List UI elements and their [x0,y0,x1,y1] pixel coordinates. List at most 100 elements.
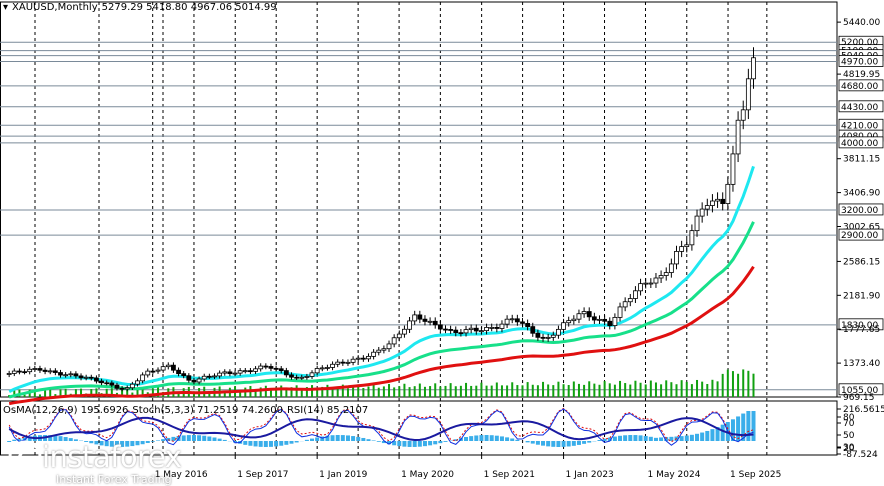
osma-bar [284,441,288,445]
volume-bar [645,384,647,397]
price-tick-label: 1777.65 [843,325,880,335]
candle-body [315,368,319,372]
osma-bar [546,441,550,446]
candle-body [372,352,376,356]
candle-body [700,209,704,216]
volume-bar [752,374,754,397]
osma-bar [562,441,566,447]
candle-body [464,330,468,333]
volume-bar [593,384,595,397]
osma-bar [680,436,684,441]
candle-body [418,315,422,319]
osma-bar [500,436,504,441]
candle-body [141,375,145,381]
osma-bar [218,439,222,441]
time-axis-label: 1 Jan 2019 [319,470,367,480]
volume-bar [414,386,416,397]
indicator-axis-label: -87.524 [843,450,878,460]
osma-bar [413,441,417,447]
candle-body [7,373,11,374]
osma-bar [264,441,268,447]
osma-bar [187,435,191,441]
osma-bar [495,436,499,441]
osma-bar [751,411,755,441]
candle-body [392,338,396,344]
candle-body [669,264,673,273]
osma-bar [269,441,273,447]
time-axis-label: 1 Sep 2021 [484,470,535,480]
candle-body [238,371,242,373]
candle-body [23,372,27,373]
osma-bar [531,441,535,444]
volume-bar [39,394,41,397]
candle-body [135,381,139,384]
volume-bar [614,385,616,397]
volume-bar [563,384,565,397]
candle-body [161,367,165,370]
volume-bar [717,381,719,397]
time-axis-label: 1 Jan 2023 [566,470,614,480]
candle-body [33,369,37,370]
volume-bar [696,380,698,397]
candle-body [659,276,663,278]
candle-body [546,337,550,338]
candle-body [454,330,458,333]
osma-bar [705,431,709,441]
candle-body [336,362,340,364]
candle-body [536,333,540,337]
osma-bar [597,440,601,441]
candle-body [695,216,699,231]
candle-body [17,371,21,372]
candle-body [100,381,104,383]
osma-bar [582,441,586,444]
volume-bar [629,385,631,397]
volume-bar [403,384,405,397]
volume-bar [573,381,575,397]
indicator-axis-label: 70 [843,419,855,429]
osma-bar [746,411,750,441]
osma-bar [366,439,370,441]
osma-bar [418,441,422,447]
price-tick-label: 969.15 [843,393,875,403]
candle-body [187,376,191,381]
osma-bar [587,441,591,443]
candle-body [300,377,304,378]
candle-body [721,199,725,203]
osma-bar [274,441,278,446]
time-axis-label: 1 Sep 2017 [237,470,288,480]
volume-bar [675,384,677,397]
volume-bar [491,386,493,397]
osma-bar [408,441,412,447]
candle-body [274,368,278,369]
indicator-axis-label: 50 [843,431,855,441]
volume-bar [568,385,570,397]
osma-bar [331,435,335,441]
candle-body [741,110,745,120]
candle-body [556,329,560,335]
volume-bar [598,385,600,397]
osma-bar [490,435,494,441]
watermark: instaforex Instant Forex Trading [8,440,181,474]
level-label: 3200.00 [841,206,878,216]
candle-body [289,375,293,377]
osma-bar [279,441,283,446]
volume-bar [439,387,441,397]
candle-body [469,328,473,329]
candle-body [644,283,648,284]
candle-body [228,372,232,374]
volume-bar [557,382,559,397]
candle-body [259,366,263,369]
volume-bar [501,385,503,397]
volume-bar [665,380,667,397]
candle-body [731,154,735,184]
level-label: 2900.00 [841,231,878,241]
osma-bar [618,436,622,441]
watermark-brand: instaforex [42,440,181,474]
candle-body [351,359,355,362]
candle-body [685,245,689,247]
candle-body [43,370,47,371]
osma-bar [372,440,376,441]
candle-body [505,319,509,324]
candle-body [710,201,714,206]
candle-body [526,323,530,326]
